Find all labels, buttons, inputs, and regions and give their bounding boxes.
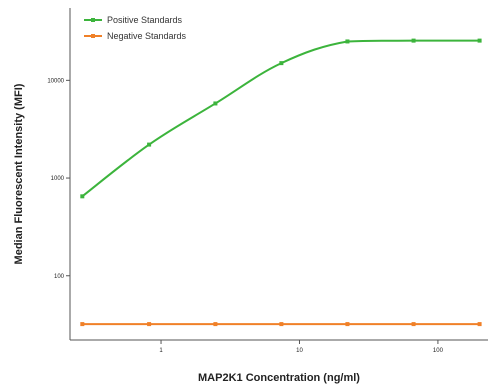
- x-tick-label: 1: [159, 348, 163, 354]
- legend-positive-standards-label: Positive Standards: [107, 15, 183, 25]
- axes: [69, 8, 488, 341]
- positive-standards-point: [213, 101, 218, 106]
- negative-standards-point: [411, 322, 416, 327]
- negative-standards-point: [477, 322, 482, 327]
- positive-standards-point: [279, 61, 284, 66]
- legend-negative-standards-label: Negative Standards: [107, 31, 187, 41]
- ticks: 1 10 100 100 1000 10000: [47, 78, 443, 354]
- negative-standards-point: [345, 322, 350, 327]
- negative-standards-point: [279, 322, 284, 327]
- y-tick-label: 10000: [47, 78, 64, 84]
- positive-standards-point: [80, 194, 85, 199]
- legend-negative-standards-marker: [91, 34, 95, 38]
- y-tick-label: 1000: [51, 176, 65, 182]
- negative-standards-point: [80, 322, 85, 327]
- x-tick-label: 100: [433, 348, 444, 354]
- positive-standards-point: [147, 142, 152, 147]
- positive-standards-point: [411, 38, 416, 43]
- positive-standards-point: [477, 38, 482, 43]
- legend: Positive Standards Negative Standards: [84, 15, 187, 41]
- negative-standards-point: [147, 322, 152, 327]
- series-layer: [80, 38, 482, 327]
- y-axis-title: Median Fluorescent Intensity (MFI): [13, 83, 25, 264]
- legend-positive-standards-marker: [91, 18, 95, 22]
- positive-standards-point: [345, 39, 350, 44]
- x-axis-title: MAP2K1 Concentration (ng/ml): [198, 372, 360, 384]
- y-tick-label: 100: [54, 274, 65, 280]
- x-tick-label: 10: [296, 348, 303, 354]
- negative-standards-point: [213, 322, 218, 327]
